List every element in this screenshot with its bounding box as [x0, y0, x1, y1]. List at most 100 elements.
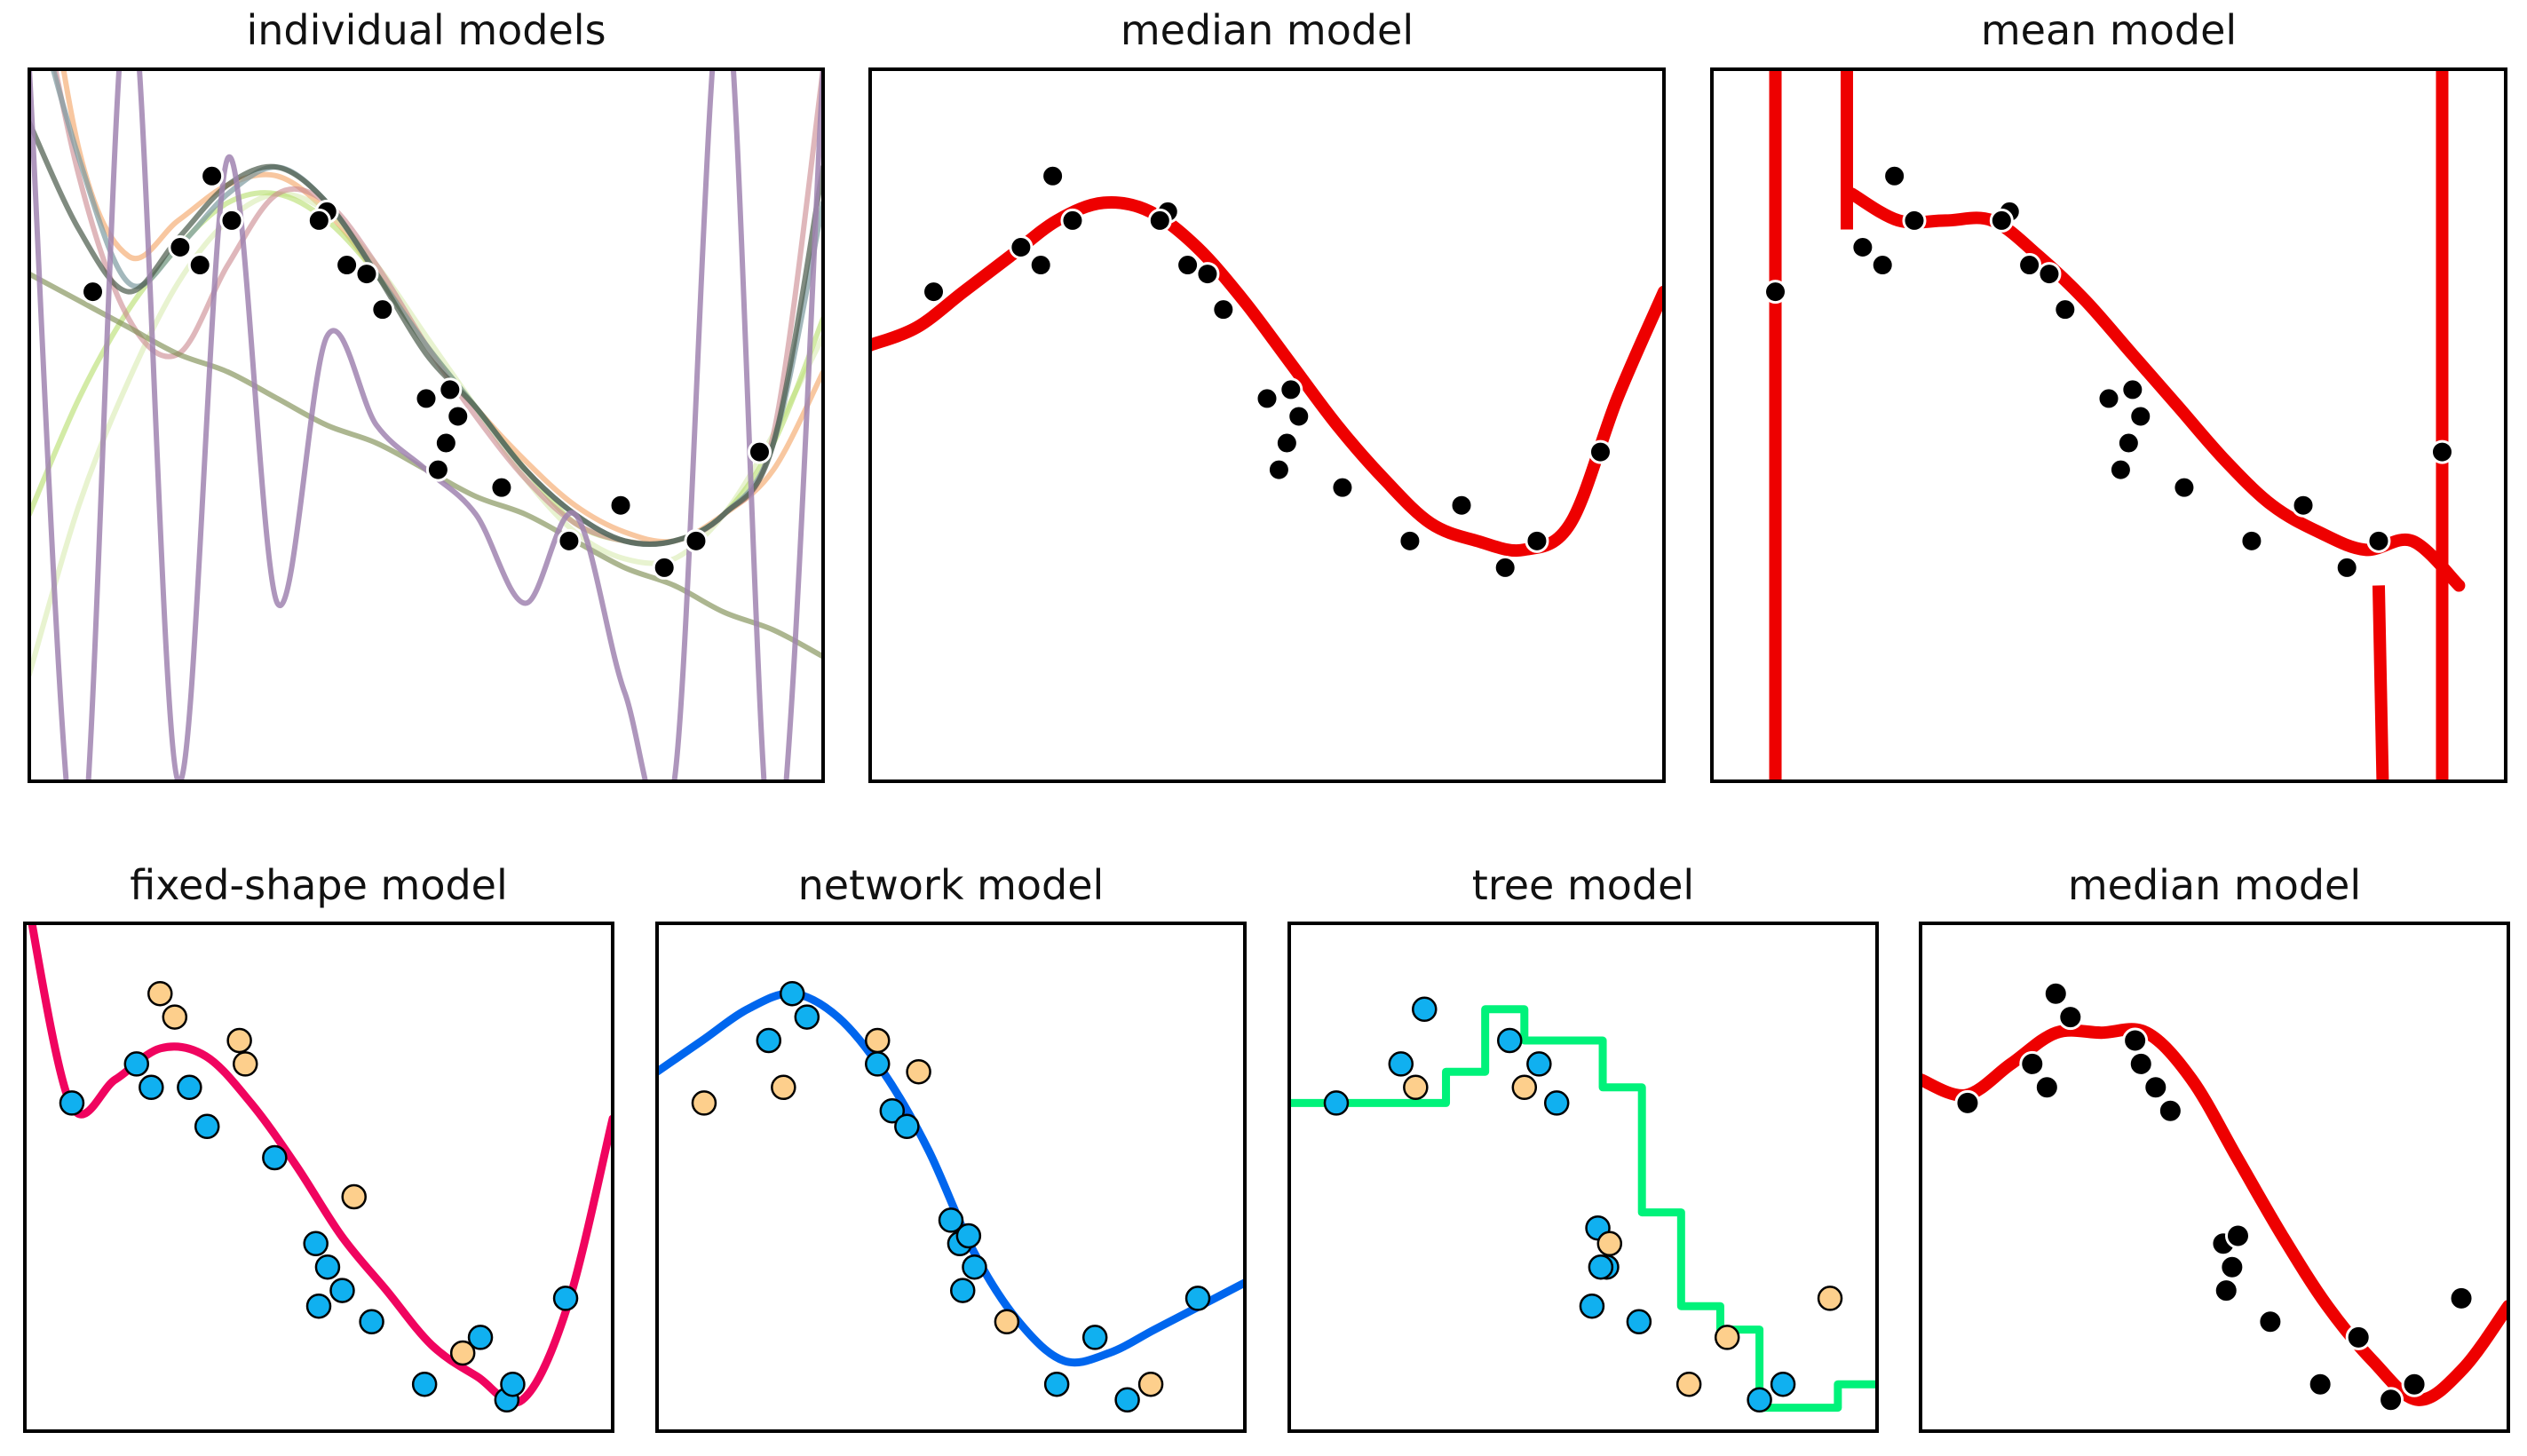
series-line — [870, 195, 1664, 558]
data-point-outline — [139, 1074, 164, 1101]
data-point — [922, 280, 947, 305]
data-point-alt — [226, 1027, 252, 1054]
data-point — [1850, 235, 1875, 259]
plot-frame — [1287, 922, 1879, 1433]
data-point-alt — [691, 1090, 717, 1116]
data-point — [335, 253, 360, 278]
data-point — [866, 1052, 890, 1076]
data-point — [438, 377, 463, 402]
data-point-outline — [262, 1144, 288, 1171]
data-point — [469, 1325, 493, 1349]
data-point — [1211, 297, 1236, 322]
data-point — [1266, 457, 1291, 482]
data-point — [2219, 1254, 2246, 1280]
data-point-alt — [906, 1058, 931, 1085]
data-point — [2172, 475, 2197, 500]
data-point — [433, 431, 458, 455]
plot-frame — [868, 67, 1666, 783]
data-point-outline — [194, 1113, 220, 1140]
data-point — [1279, 377, 1303, 402]
chart-title: network model — [798, 861, 1105, 909]
data-point-alt — [771, 1074, 796, 1101]
data-point — [1902, 208, 1927, 233]
data-point-outline — [1588, 1254, 1614, 1280]
data-point — [939, 1208, 962, 1232]
chart-panel-6: tree model — [1287, 861, 1879, 1433]
data-point — [2291, 493, 2316, 518]
data-point — [124, 1052, 148, 1076]
data-point — [780, 982, 804, 1006]
data-point-outline — [1114, 1387, 1140, 1413]
data-point-alt — [233, 1051, 258, 1077]
data-point — [1989, 208, 2014, 233]
data-point — [962, 1255, 986, 1279]
data-point — [200, 163, 225, 188]
data-point — [1045, 1373, 1069, 1397]
data-point — [1413, 997, 1437, 1021]
data-point — [2096, 386, 2121, 411]
data-point-outline — [314, 1254, 341, 1280]
data-point — [1389, 1052, 1413, 1076]
plot-frame — [1710, 67, 2507, 783]
data-point — [178, 1075, 202, 1099]
data-point — [2017, 253, 2042, 278]
data-point — [195, 1114, 219, 1138]
chart-panel-4: fixed-shape model — [23, 861, 614, 1433]
data-point — [2429, 439, 2454, 464]
data-point — [489, 475, 514, 500]
data-point — [1627, 1310, 1651, 1333]
data-point — [360, 1310, 384, 1333]
data-point — [1580, 1294, 1604, 1318]
data-point-outline — [1747, 1387, 1772, 1413]
data-point-outline — [467, 1325, 494, 1350]
series-line — [657, 989, 1245, 1367]
data-point — [1525, 528, 1549, 553]
data-point — [2127, 1050, 2154, 1077]
series-line — [1845, 187, 2466, 592]
data-point — [413, 1373, 437, 1397]
data-point — [1747, 1388, 1771, 1412]
data-point — [501, 1373, 525, 1397]
data-point-outline — [1526, 1051, 1552, 1077]
series-line — [29, 120, 823, 548]
data-point — [747, 439, 772, 464]
data-point — [2019, 1050, 2046, 1077]
data-point-outline — [1184, 1286, 1211, 1311]
data-point-outline — [177, 1074, 202, 1101]
data-point — [59, 1091, 83, 1115]
data-point-outline — [938, 1207, 964, 1233]
series-line — [2372, 585, 2389, 781]
data-point-alt — [449, 1340, 476, 1366]
series-line — [29, 271, 823, 660]
data-point — [2116, 431, 2141, 455]
data-point-alt — [865, 1027, 891, 1054]
chart-title: median model — [2068, 861, 2361, 909]
series-line — [1289, 1005, 1877, 1412]
data-point — [304, 1231, 328, 1255]
data-point — [2345, 1324, 2372, 1350]
data-point-outline — [1388, 1051, 1414, 1077]
data-point-outline — [305, 1293, 332, 1319]
data-point — [1882, 163, 1907, 188]
data-point — [1545, 1091, 1569, 1115]
data-point — [354, 262, 379, 287]
data-point — [168, 235, 193, 259]
data-point-alt — [1714, 1325, 1740, 1350]
data-point — [1324, 1091, 1348, 1115]
data-point — [1330, 475, 1355, 500]
data-point — [1083, 1325, 1107, 1349]
data-point — [652, 555, 677, 580]
data-point-outline — [794, 1004, 820, 1030]
data-point — [1115, 1388, 1139, 1412]
series-line — [1921, 1023, 2508, 1406]
data-point — [2213, 1278, 2239, 1304]
data-point-alt — [1817, 1286, 1843, 1311]
data-point-outline — [780, 980, 805, 1007]
chart-panel-7: median model — [1919, 861, 2510, 1433]
data-point — [880, 1099, 904, 1123]
data-point — [1763, 280, 1788, 305]
plot-area — [1289, 996, 1877, 1413]
data-point — [2128, 404, 2153, 429]
data-point — [608, 493, 633, 518]
data-point — [1186, 1286, 1210, 1310]
